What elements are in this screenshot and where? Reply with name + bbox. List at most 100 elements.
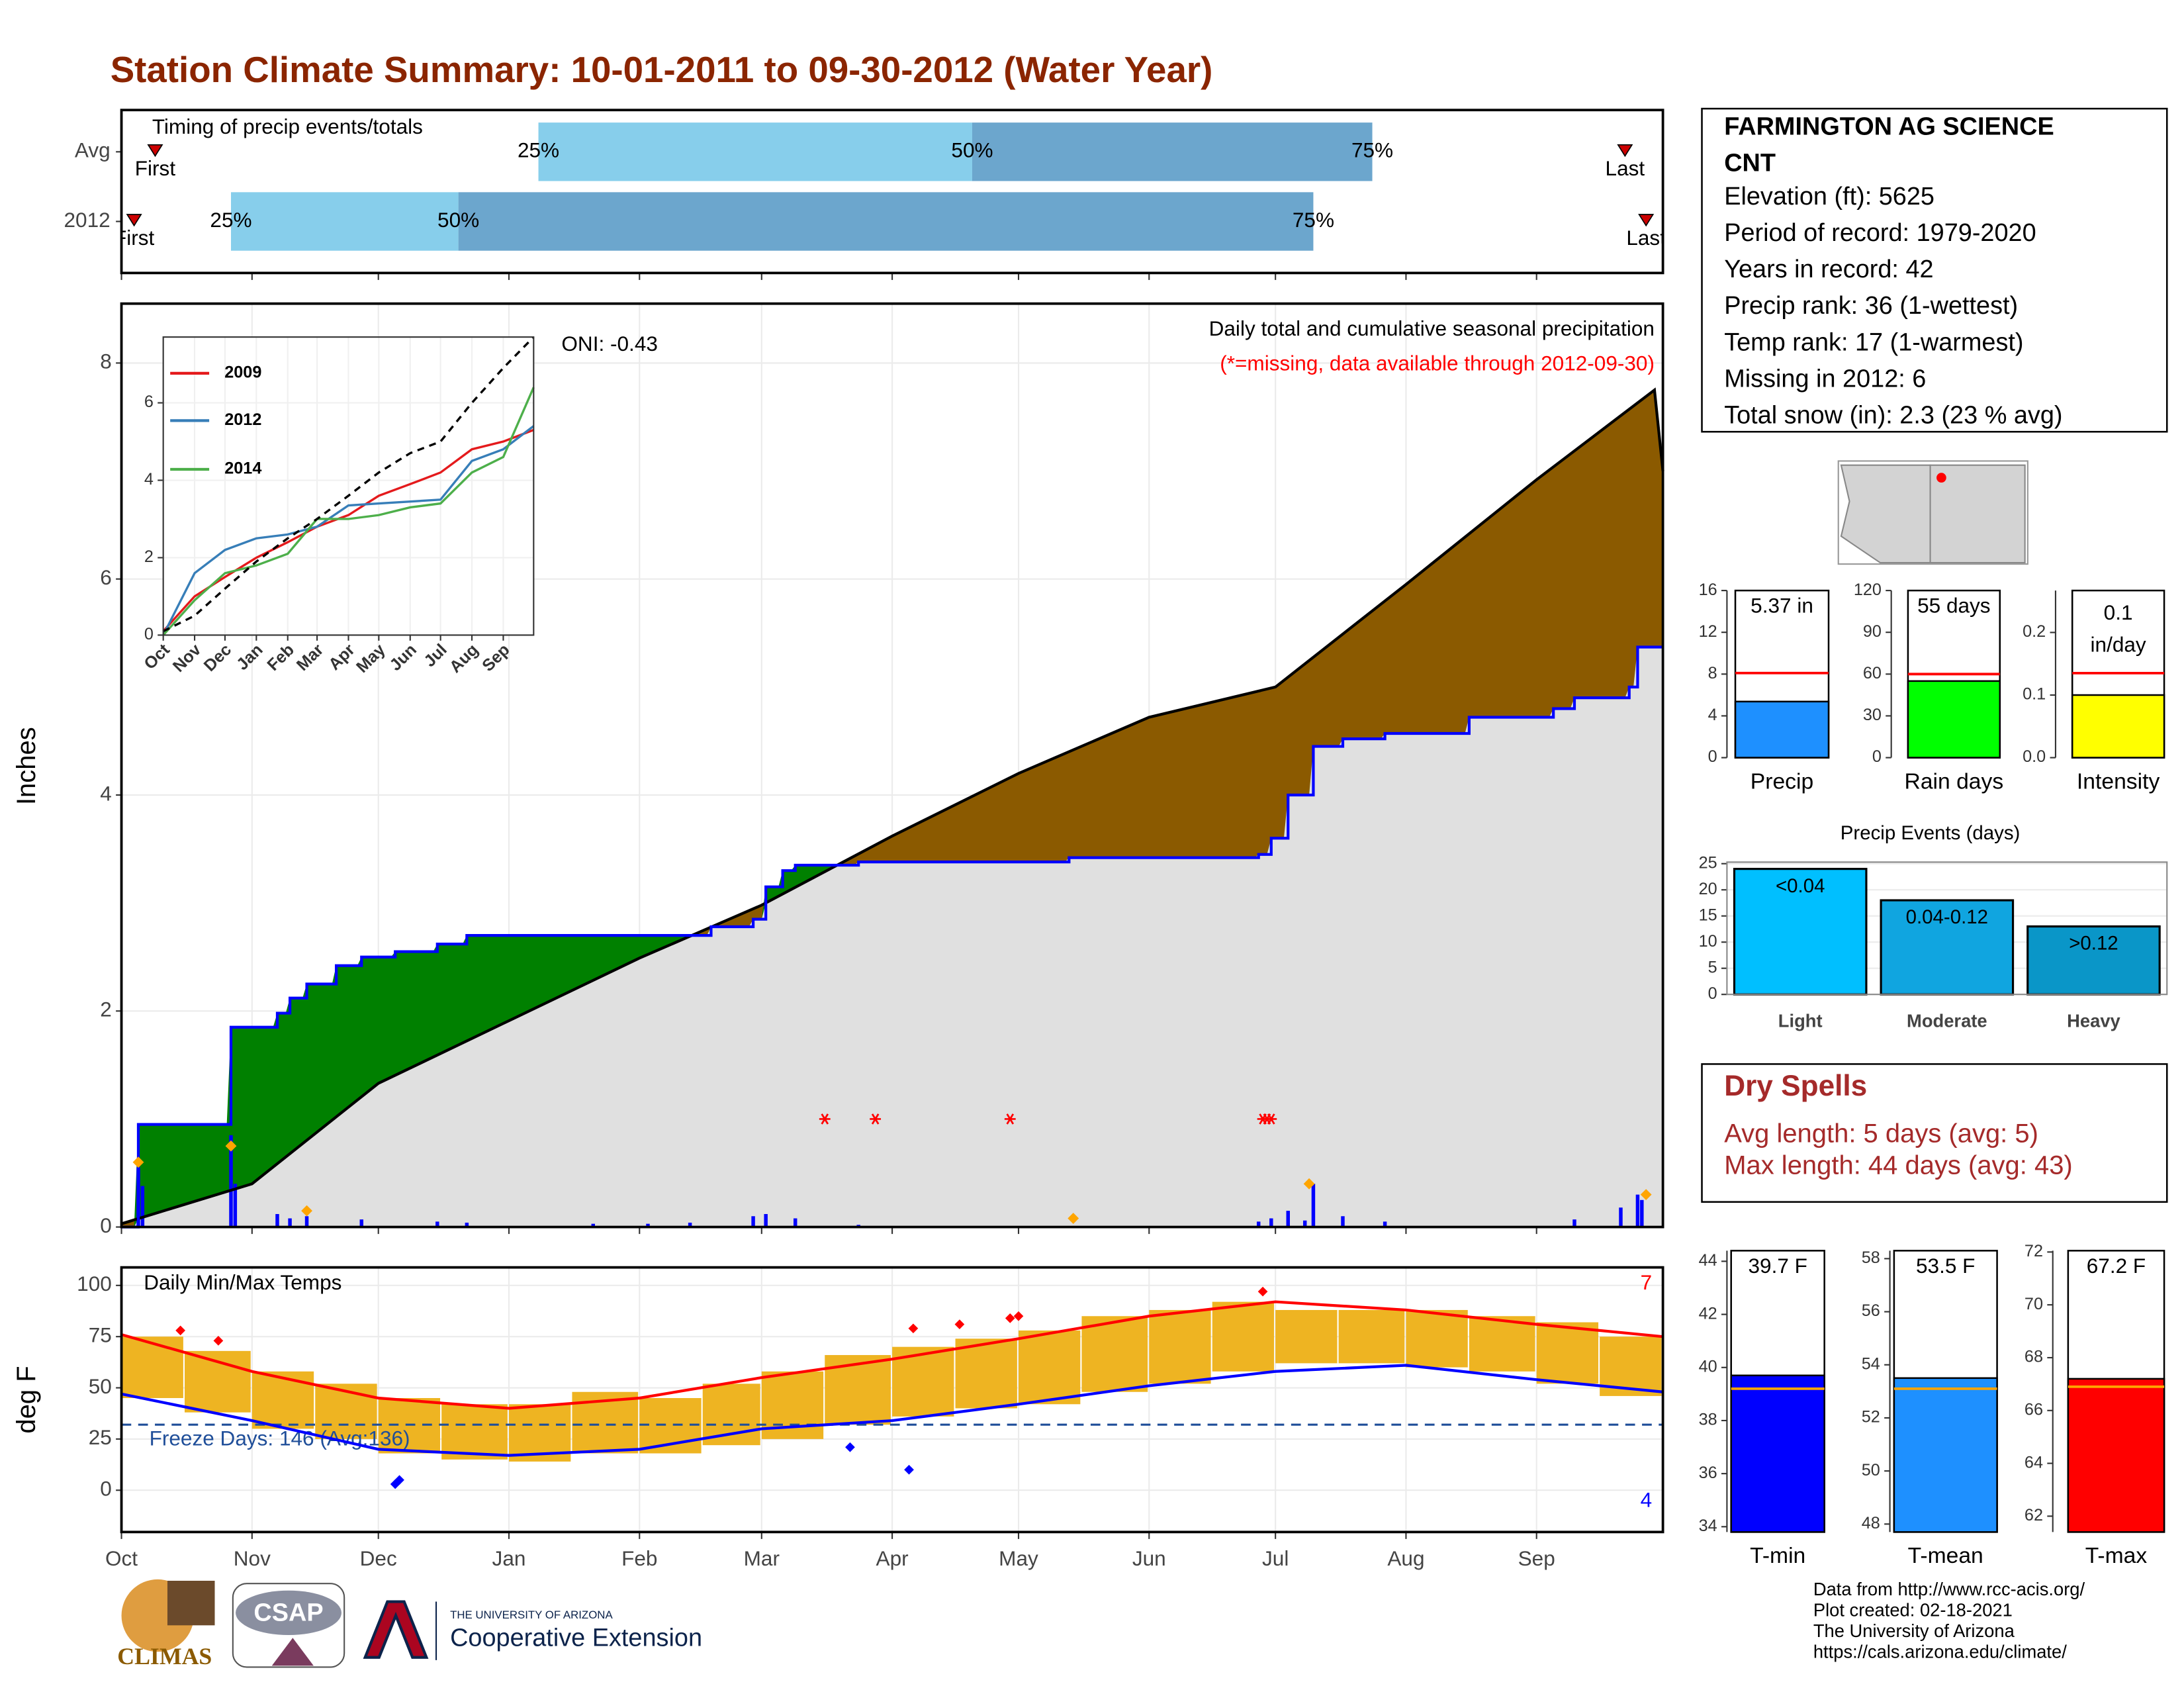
logos: CLIMAS CSAP THE UNIVERSITY OF ARIZONA Co… xyxy=(117,1579,702,1669)
annotation: Timing of precip events/totals xyxy=(152,115,423,138)
daily-bar xyxy=(591,1223,595,1227)
category-label: T-mean xyxy=(1908,1544,1983,1568)
y-tick-label: 0 xyxy=(100,1477,112,1501)
temp-range-bar xyxy=(1469,1316,1535,1372)
record-marker xyxy=(845,1442,855,1452)
bar xyxy=(2071,694,2165,759)
annotation: (*=missing, data available through 2012-… xyxy=(1220,352,1655,375)
logo-text: CLIMAS xyxy=(117,1643,212,1669)
record-marker xyxy=(1005,1313,1015,1323)
inset-border xyxy=(162,336,535,636)
y-tick-label: 70 xyxy=(2025,1295,2043,1313)
y-tick-label: 0 xyxy=(1708,984,1717,1003)
y-tick-label: 25 xyxy=(1699,853,1717,872)
missing-marker xyxy=(1004,1113,1016,1125)
x-tick-label: Aug xyxy=(1387,1546,1424,1570)
y-tick-label: 0.2 xyxy=(2023,622,2046,641)
value-label: 53.5 F xyxy=(1916,1254,1975,1278)
credit: Data from http://www.rcc-acis.org/ xyxy=(1813,1579,2085,1599)
daily-bar xyxy=(1640,1199,1644,1227)
y-tick-label: 0.0 xyxy=(2023,747,2046,766)
station-dot xyxy=(1936,473,1946,483)
x-tick-label: Heavy xyxy=(2067,1011,2120,1031)
y-tick-label: 4 xyxy=(1708,706,1717,724)
daily-bar xyxy=(359,1219,364,1227)
temp-range-bar xyxy=(121,1336,183,1399)
daily-bar xyxy=(793,1218,797,1227)
logo-shape xyxy=(271,1638,314,1666)
bar xyxy=(1893,1377,1998,1533)
x-tick-label: Feb xyxy=(621,1546,657,1570)
temp-range-bar xyxy=(1081,1316,1148,1392)
timing-layer: 25% 50% 75% First Last 25% 50% 75% First Last xyxy=(122,122,1663,251)
y-tick-label: 48 xyxy=(1862,1514,1880,1532)
y-tick-label: 90 xyxy=(1863,622,1882,641)
temp-range-bar xyxy=(825,1355,891,1425)
station-lines: Elevation (ft): 5625 Period of record: 19… xyxy=(1724,183,2062,430)
y-tick-label: 60 xyxy=(1863,664,1882,682)
value-label: in/day xyxy=(2091,633,2146,657)
x-tick-label: Jun xyxy=(1132,1546,1166,1570)
daily-bar xyxy=(1635,1194,1640,1227)
temp-range-bar xyxy=(1406,1309,1468,1368)
y-tick-label: 54 xyxy=(1862,1354,1880,1373)
category-label: Precip xyxy=(1751,769,1813,794)
plot-border xyxy=(120,302,1664,1229)
x-tick-label: Moderate xyxy=(1907,1011,1987,1031)
temp-range-bar xyxy=(1149,1309,1211,1384)
series-line xyxy=(162,425,535,636)
temp-range-bar xyxy=(1018,1330,1081,1405)
series-line xyxy=(162,428,534,632)
value-label: 39.7 F xyxy=(1748,1254,1807,1278)
x-tick-label: Jan xyxy=(492,1546,526,1570)
page-title: Station Climate Summary: 10-01-2011 to 0… xyxy=(111,49,1213,90)
logo-text: THE UNIVERSITY OF ARIZONA xyxy=(450,1609,613,1621)
dry-spells-line: Avg length: 5 days (avg: 5) xyxy=(1724,1119,2038,1148)
y-tick-label: 20 xyxy=(1699,880,1717,898)
y-tick-label: 2 xyxy=(100,998,112,1021)
y-tick-label: 42 xyxy=(1699,1304,1717,1323)
y-tick-label: 50 xyxy=(89,1374,112,1398)
y-tick-label: 15 xyxy=(1699,906,1717,924)
timing-bar xyxy=(538,122,972,181)
y-tick-label: 4 xyxy=(100,781,112,805)
percentile-label: 25% xyxy=(210,208,251,232)
y-tick-label: 50 xyxy=(1862,1461,1880,1479)
locator-map xyxy=(1837,460,2028,565)
y-tick-label: 8 xyxy=(100,350,112,373)
y-tick-label: 25 xyxy=(89,1425,112,1449)
y-tick-label: 72 xyxy=(2025,1242,2043,1260)
station-line: Elevation (ft): 5625 xyxy=(1724,183,1934,211)
dry-spells-line: Max length: 44 days (avg: 43) xyxy=(1724,1151,2073,1180)
y-tick-label: 0.1 xyxy=(2023,685,2046,704)
temp-range-bar xyxy=(441,1404,508,1460)
y-tick-label: 16 xyxy=(1699,581,1717,599)
daily-bar xyxy=(751,1216,755,1227)
percentile-label: 50% xyxy=(437,208,479,232)
annotation: Daily Min/Max Temps xyxy=(144,1270,341,1294)
record-count: 7 xyxy=(1641,1270,1653,1294)
y-tick-label: 2 xyxy=(144,547,154,566)
daily-bar xyxy=(1256,1221,1261,1227)
timing-marker xyxy=(1617,144,1633,158)
legend-label: 2014 xyxy=(224,459,261,478)
daily-bar xyxy=(435,1221,439,1227)
bin-label: 0.04-0.12 xyxy=(1906,906,1988,928)
logo-shape xyxy=(236,1590,341,1636)
station-line: Missing in 2012: 6 xyxy=(1724,365,1926,393)
y-tick-label: 0 xyxy=(1708,747,1717,766)
value-label: 55 days xyxy=(1917,594,1991,618)
daily-bar xyxy=(1341,1216,1345,1227)
percentile-label: 75% xyxy=(1351,138,1393,162)
bin-label: >0.12 xyxy=(2069,933,2118,955)
annotation: ONI: -0.43 xyxy=(561,332,658,355)
daily-bar xyxy=(233,1184,238,1227)
timing-bar xyxy=(972,122,1373,181)
missing-marker xyxy=(1265,1113,1277,1125)
daily-bar xyxy=(1269,1218,1273,1227)
y-tick-label: 64 xyxy=(2025,1453,2043,1472)
daily-bar xyxy=(275,1214,279,1227)
temp-range-bar xyxy=(955,1338,1017,1409)
bar xyxy=(1730,1374,1825,1533)
percentile-label: 75% xyxy=(1293,208,1334,232)
